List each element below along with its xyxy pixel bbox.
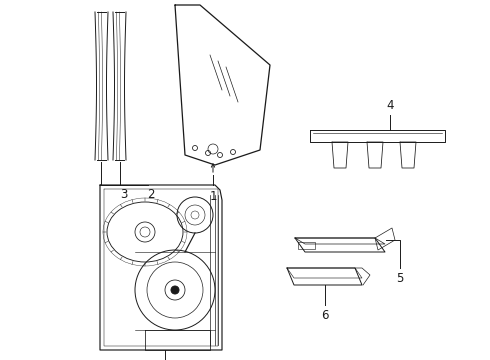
Text: 3: 3 (121, 188, 128, 201)
Circle shape (171, 286, 179, 294)
Text: 5: 5 (396, 272, 404, 285)
Text: 1: 1 (209, 190, 217, 203)
Text: 6: 6 (321, 309, 329, 322)
Text: 4: 4 (386, 99, 394, 112)
Text: 2: 2 (147, 188, 155, 201)
